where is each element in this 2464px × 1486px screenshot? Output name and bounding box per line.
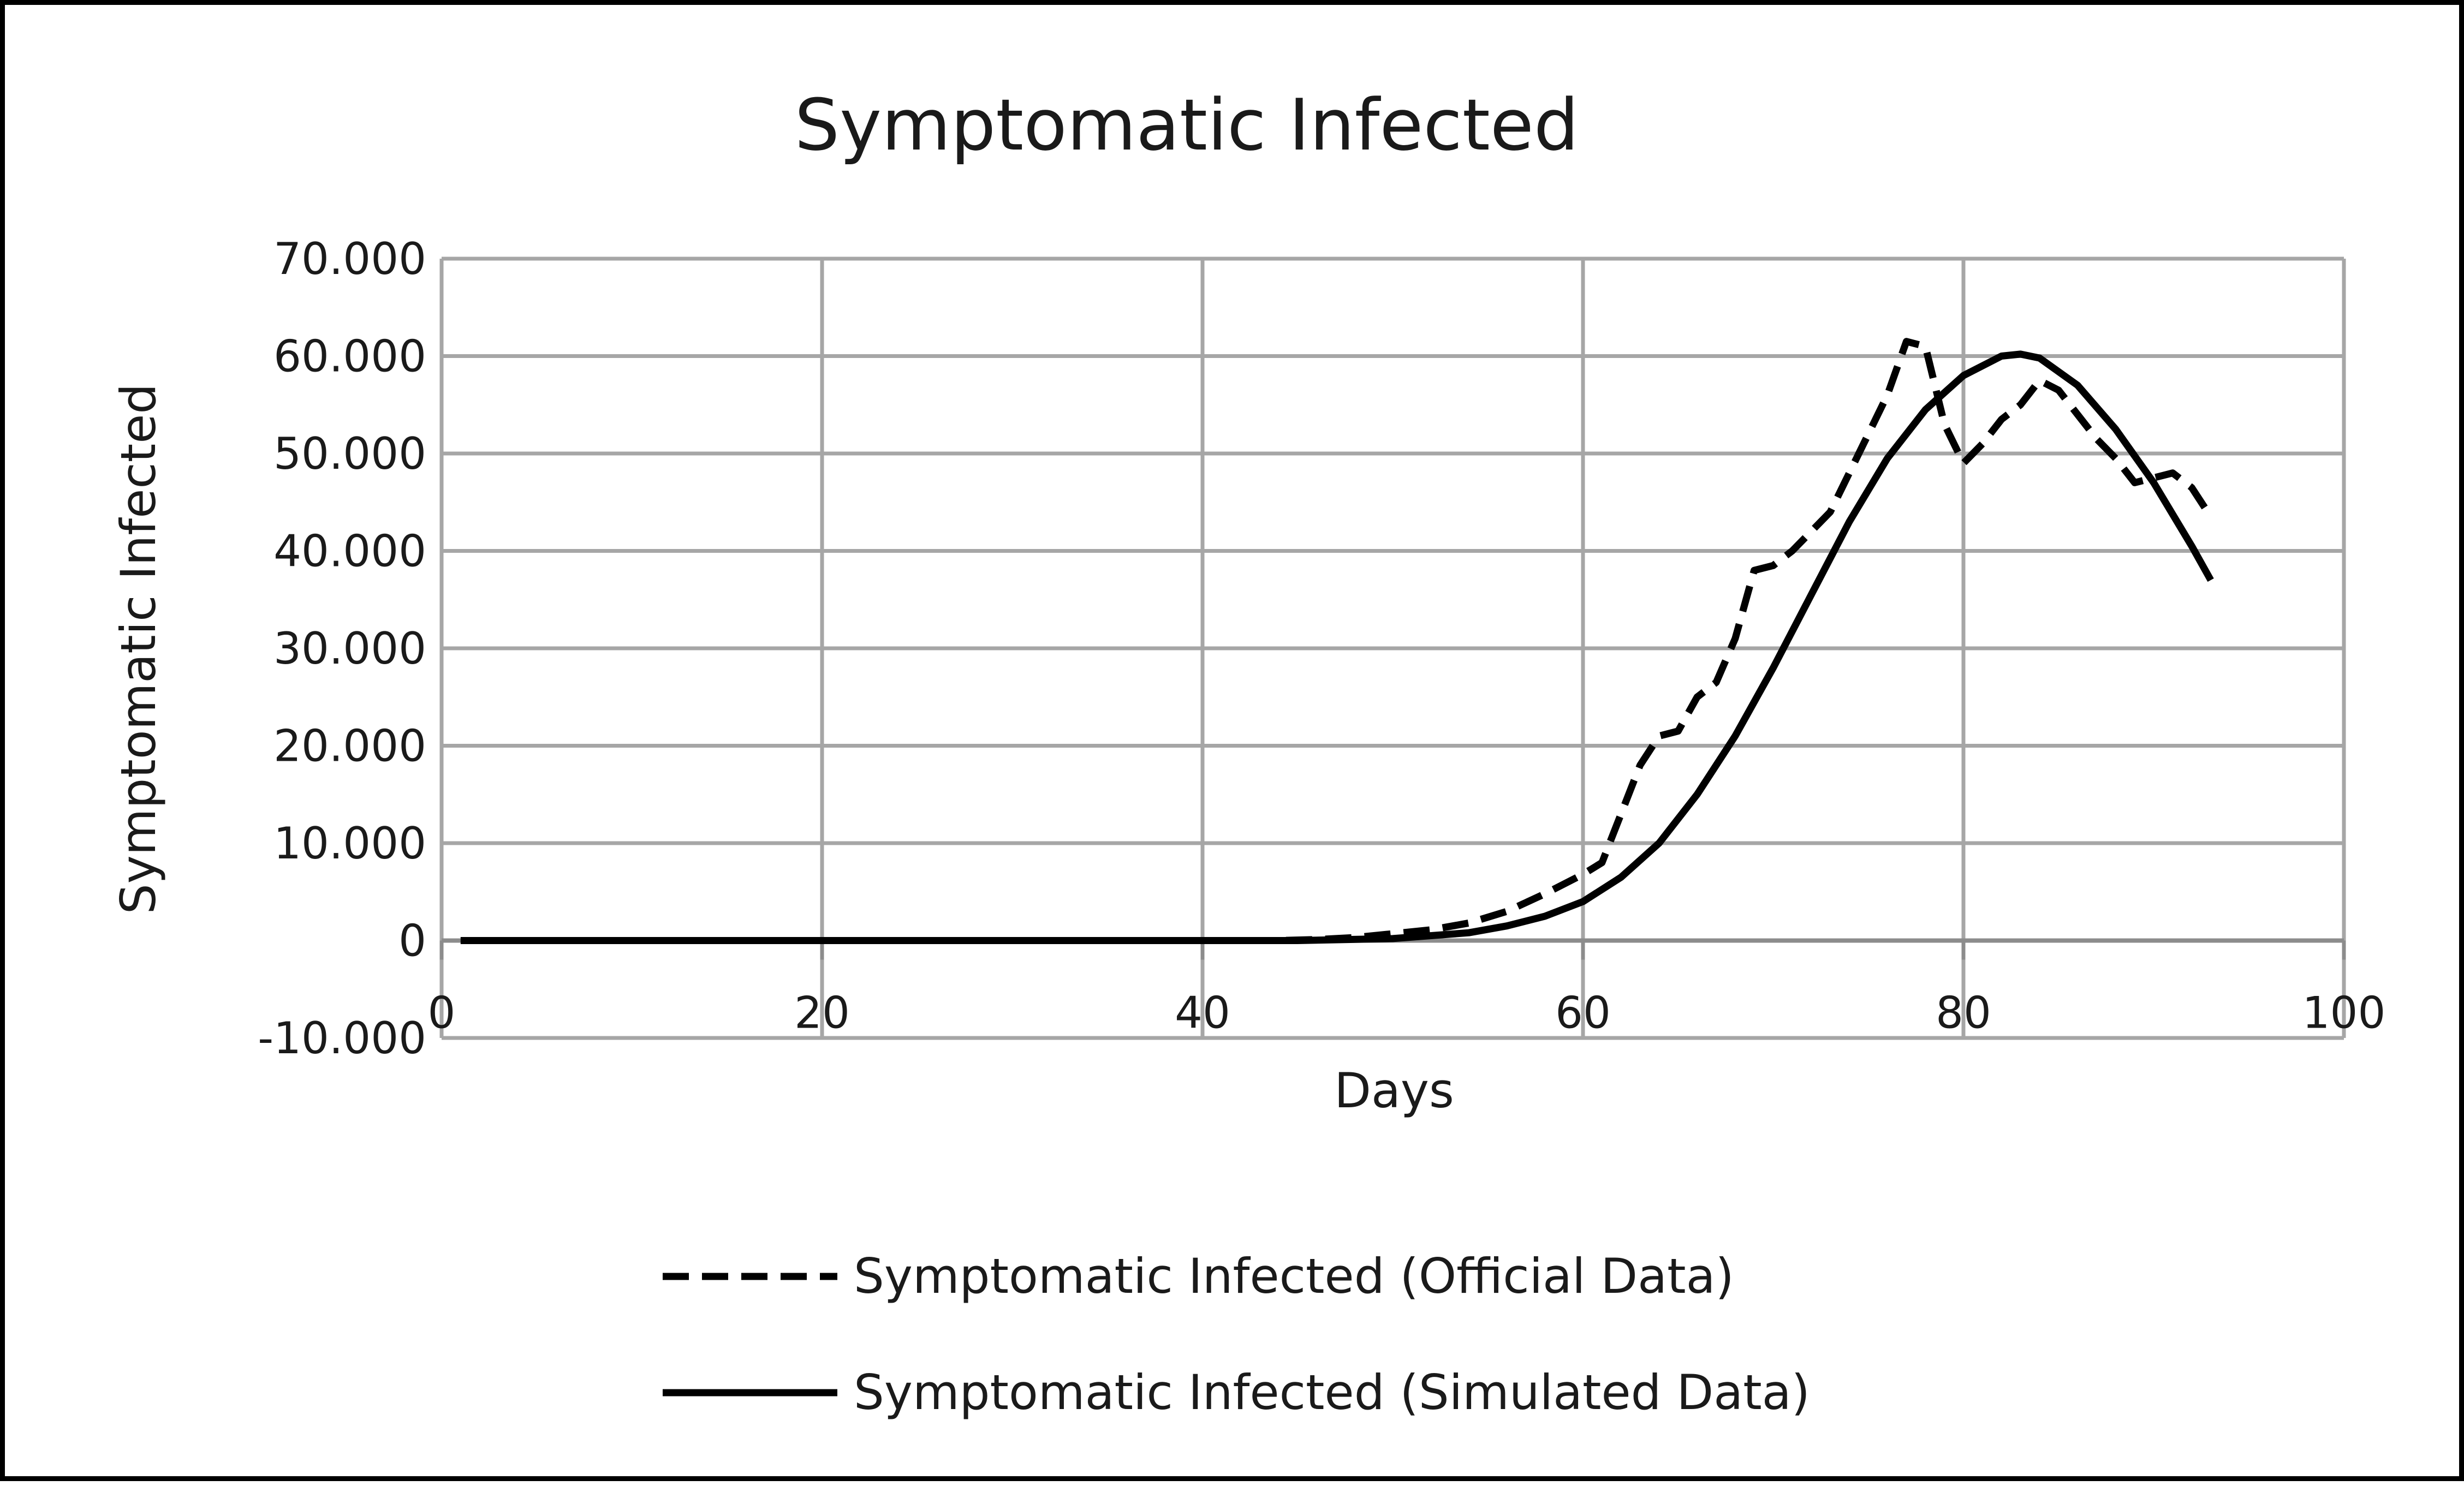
x-tick-label: 80 [1936, 988, 1991, 1039]
series-line-official-data [460, 338, 2214, 944]
line-chart: Symptomatic Infected 0 20 40 60 80 100 -10.00… [110, 83, 2386, 1421]
x-tick-label: 20 [794, 988, 850, 1039]
y-tick-label: 60.000 [273, 331, 426, 382]
legend-label: Symptomatic Infected (Simulated Data) [854, 1364, 1810, 1421]
y-tick-label: 0 [398, 916, 426, 966]
x-axis-label: Days [1334, 1063, 1454, 1119]
x-tick-label: 0 [428, 988, 456, 1039]
y-tick-label: -10.000 [258, 1013, 426, 1064]
x-tick-label: 100 [2302, 988, 2386, 1039]
x-axis-ticks: 0 20 40 60 80 100 [428, 988, 2386, 1039]
y-tick-label: 20.000 [273, 721, 426, 772]
legend: Symptomatic Infected (Official Data) Symp… [663, 1248, 1810, 1421]
x-tick-label: 60 [1555, 988, 1611, 1039]
y-axis-ticks: -10.000 0 10.000 20.000 30.000 40.000 50.000 60… [258, 234, 426, 1064]
y-tick-label: 40.000 [273, 526, 426, 577]
y-axis-label: Symptomatic Infected [110, 384, 166, 915]
y-tick-label: 70.000 [273, 234, 426, 284]
legend-label: Symptomatic Infected (Official Data) [854, 1248, 1734, 1304]
y-tick-label: 30.000 [273, 623, 426, 674]
y-tick-label: 10.000 [273, 818, 426, 869]
series-line-simulated-data [460, 350, 2214, 944]
x-tick-label: 40 [1175, 988, 1230, 1039]
series-layer [460, 338, 2214, 944]
chart-title: Symptomatic Infected [795, 83, 1579, 166]
y-tick-label: 50.000 [273, 428, 426, 479]
